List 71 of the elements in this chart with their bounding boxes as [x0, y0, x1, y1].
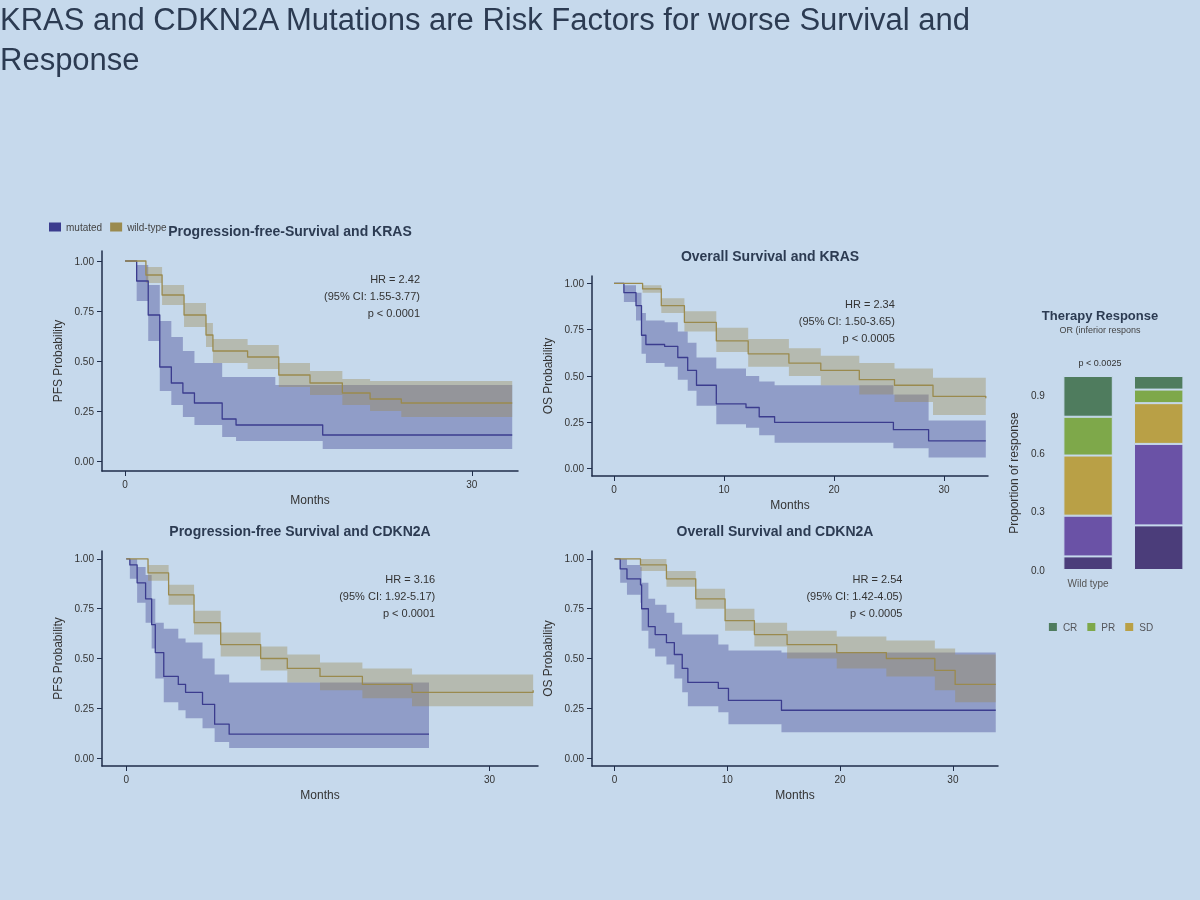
chart-title: Overall Survival and KRAS	[680, 248, 860, 264]
x-tick-label: 30	[938, 483, 950, 495]
y-tick-label: 0.25	[74, 702, 95, 714]
x-tick-label: 10	[718, 483, 730, 495]
x-tick-label: 30	[947, 773, 959, 785]
annotation: (95% CI: 1.50-3.65)	[798, 314, 895, 327]
y-tick-label: 0.25	[564, 416, 585, 428]
annotation: HR = 2.54	[852, 572, 903, 585]
y-tick-label: 1.00	[564, 277, 585, 289]
y-tick-label: 0.75	[74, 603, 95, 615]
annotation: HR = 2.42	[370, 272, 421, 285]
y-tick-label: 0.0	[1030, 564, 1046, 576]
y-tick-label: 0.3	[1030, 506, 1046, 518]
y-tick-label: 1.00	[74, 553, 95, 565]
y-tick-label: 0.50	[564, 653, 585, 664]
annotation: HR = 3.16	[385, 572, 436, 585]
text: p < 0.0025	[1078, 357, 1122, 368]
x-tick-label: Wild type	[1067, 577, 1110, 589]
y-tick-label: 0.25	[564, 702, 585, 714]
x-tick-label: 0	[611, 483, 618, 495]
annotation: (95% CI: 1.42-4.05)	[806, 589, 903, 602]
y-tick-label: 0.75	[74, 305, 95, 317]
y-tick-label: 1.00	[74, 255, 95, 267]
x-tick-label: 20	[834, 773, 847, 785]
annotation: p < 0.0001	[382, 606, 436, 619]
x-tick-label: 0	[122, 478, 129, 490]
legend-label: mutated	[66, 221, 103, 233]
y-tick-label: 0.75	[564, 603, 585, 615]
y-tick-label: 0.6	[1030, 448, 1046, 460]
x-axis-title: Months	[300, 787, 340, 802]
chart-title: Progression-free-Survival and KRAS	[168, 223, 412, 239]
x-axis-title: Months	[770, 497, 810, 512]
y-tick-label: 0.00	[564, 752, 585, 764]
x-tick-label: 10	[721, 773, 734, 785]
x-axis-title: Months	[775, 787, 815, 802]
x-axis-title: Months	[290, 492, 330, 507]
y-axis-title: Proportion of response	[1007, 411, 1021, 534]
y-tick-label: 0.50	[564, 370, 585, 382]
annotation: p < 0.0005	[842, 331, 895, 344]
annotation: p < 0.0005	[850, 606, 903, 619]
chart-subtitle: OR (inferior respons	[1059, 324, 1142, 335]
chart-title: Overall Survival and CDKN2A	[676, 523, 874, 539]
y-tick-label: 0.25	[74, 405, 95, 417]
legend-label: wild-type	[126, 221, 168, 233]
y-tick-label: 0.75	[564, 324, 585, 336]
x-tick-label: 20	[828, 483, 840, 495]
x-tick-label: 30	[466, 478, 478, 490]
x-tick-label: 0	[611, 773, 618, 785]
annotation: (95% CI: 1.55-3.77)	[324, 289, 420, 302]
legend-label: PR	[1101, 621, 1116, 633]
annotation: HR = 2.34	[844, 297, 895, 310]
y-tick-label: 0.50	[74, 653, 95, 664]
y-axis-title: PFS Probability	[50, 617, 65, 700]
y-tick-label: 0.50	[74, 355, 95, 367]
annotation: p < 0.0001	[367, 306, 421, 319]
y-axis-title: OS Probability	[540, 337, 555, 415]
chart-title: Progression-free Survival and CDKN2A	[169, 523, 431, 539]
y-tick-label: 0.00	[564, 463, 585, 475]
x-tick-label: 0	[123, 773, 130, 785]
text: KRAS and CDKN2A Mutations are Risk Factors for worse Survival and Response	[0, 1, 971, 79]
x-tick-label: 30	[483, 773, 496, 785]
y-axis-title: PFS Probability	[50, 319, 65, 403]
legend-label: CR	[1062, 621, 1078, 633]
chart-title: Therapy Response	[1041, 308, 1159, 323]
annotation: (95% CI: 1.92-5.17)	[339, 589, 436, 602]
y-tick-label: 0.00	[74, 752, 95, 764]
legend-label: SD	[1139, 621, 1154, 633]
y-tick-label: 0.9	[1030, 389, 1046, 401]
y-axis-title: OS Probability	[540, 620, 555, 697]
y-tick-label: 1.00	[564, 553, 585, 565]
y-tick-label: 0.00	[74, 455, 95, 467]
